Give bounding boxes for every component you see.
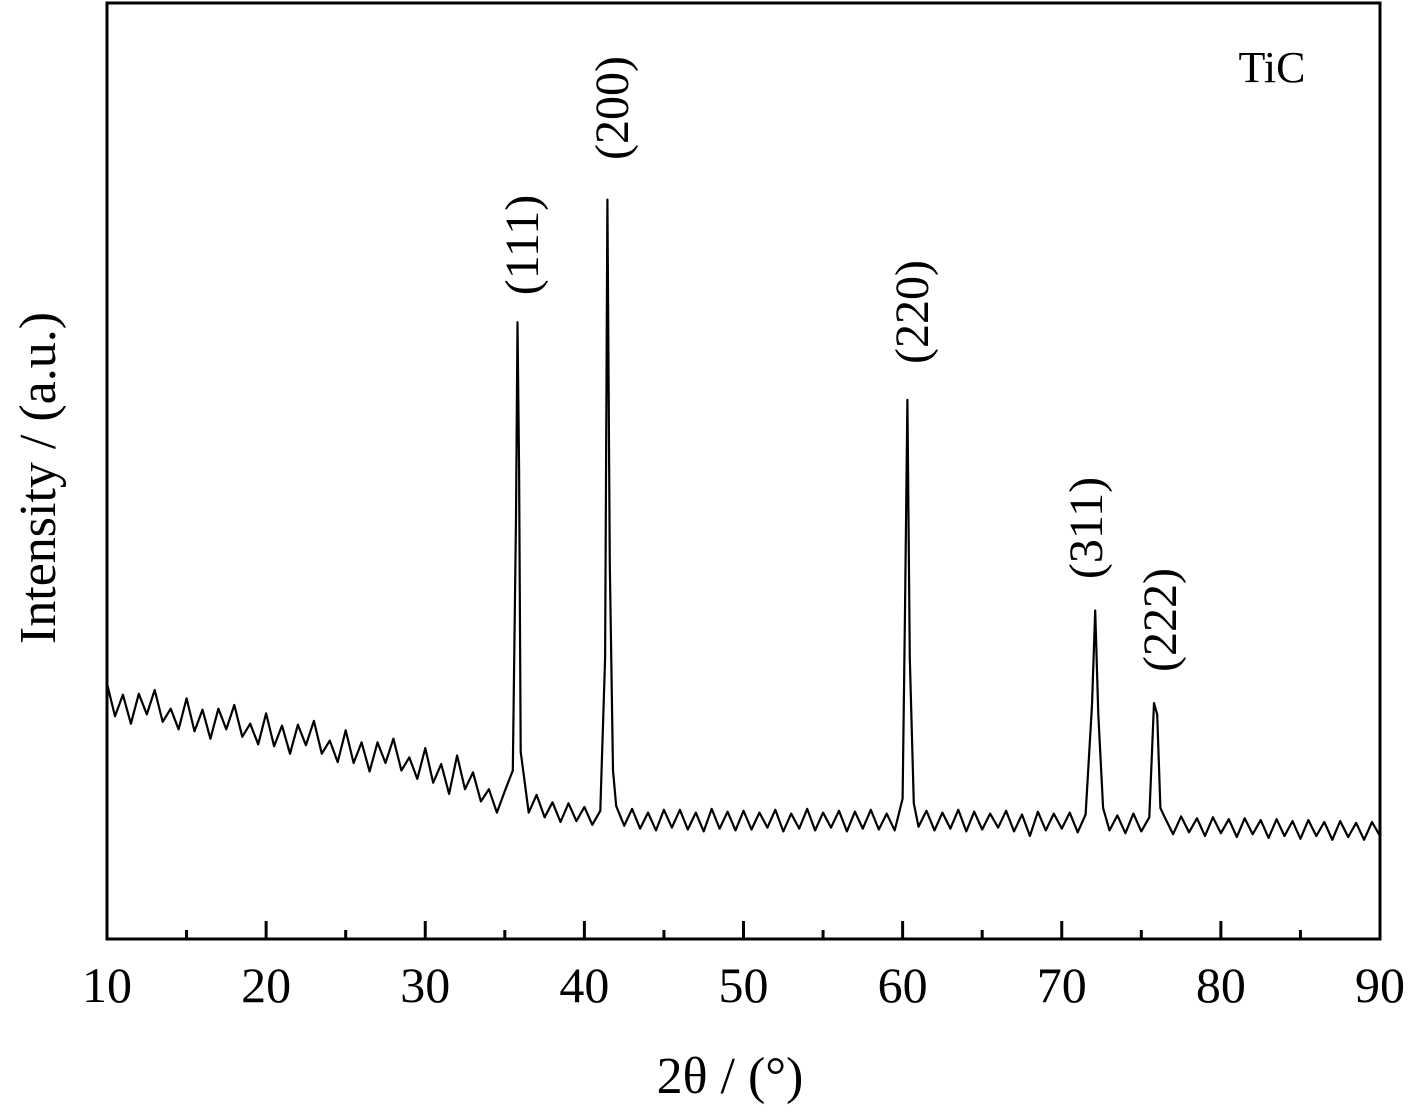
x-tick-label: 10	[82, 957, 132, 1013]
annotation: (311)	[1060, 477, 1113, 579]
x-tick-label: 60	[878, 957, 928, 1013]
x-tick-label: 80	[1196, 957, 1246, 1013]
x-tick-label: 90	[1355, 957, 1405, 1013]
x-tick-label: 70	[1037, 957, 1087, 1013]
x-axis-label: 2θ / (°)	[657, 1048, 804, 1105]
plot-frame	[105, 1, 1382, 941]
annotation: (200)	[586, 56, 639, 160]
annotation: TiC	[1239, 43, 1306, 92]
y-axis-label: Intensity / (a.u.)	[10, 312, 67, 644]
x-tick-label: 20	[241, 957, 291, 1013]
x-tick-label: 50	[719, 957, 769, 1013]
annotation: (220)	[886, 260, 939, 364]
x-tick-label: 40	[559, 957, 609, 1013]
data-line	[105, 198, 1381, 841]
annotation: (222)	[1134, 568, 1187, 672]
annotation: (111)	[496, 195, 549, 295]
x-tick-label: 30	[400, 957, 450, 1013]
